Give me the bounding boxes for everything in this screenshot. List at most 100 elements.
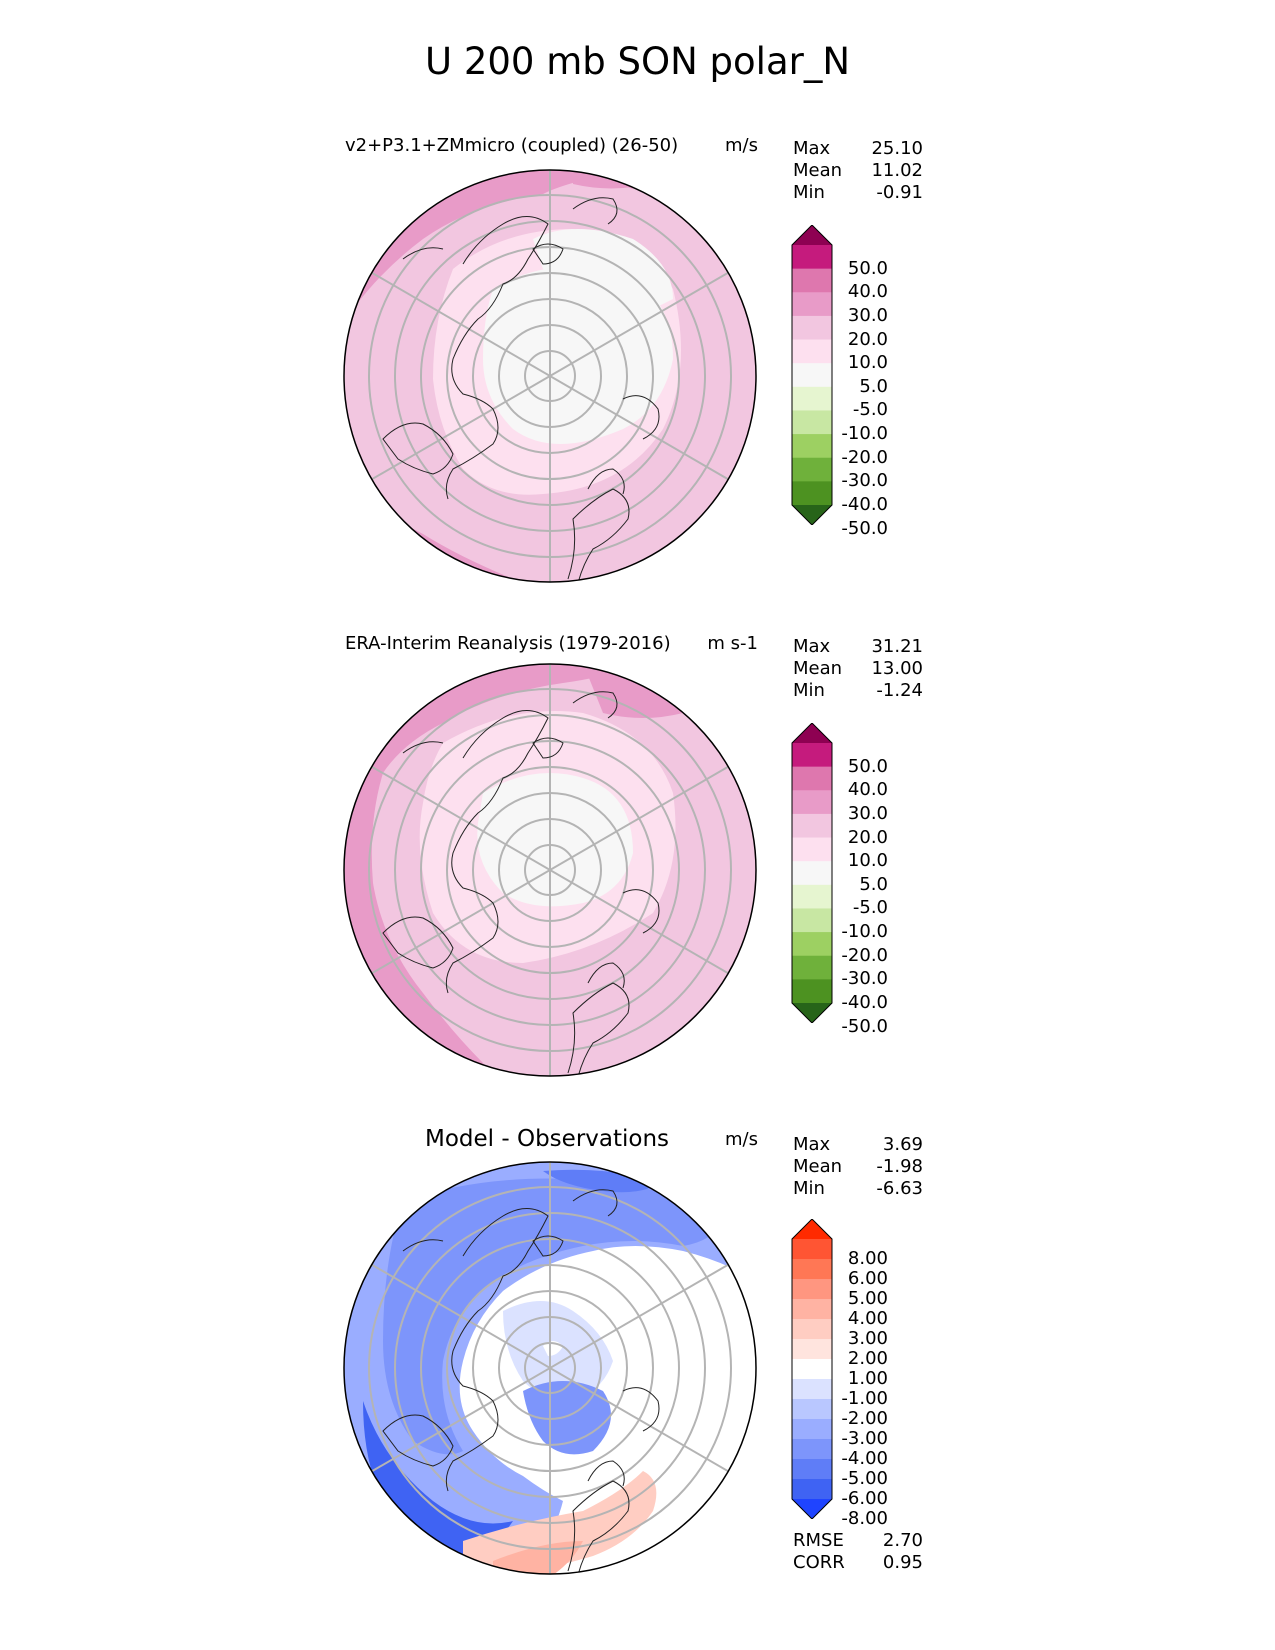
- colorbar-tick-label: -50.0: [841, 1015, 888, 1037]
- colorbar-tick-label: 30.0: [847, 304, 888, 326]
- colorbar-tick-label: -4.00: [841, 1448, 888, 1469]
- colorbar-segment: [792, 813, 832, 839]
- colorbar-segment: [792, 481, 832, 506]
- colorbar-segment: [792, 1299, 832, 1320]
- colorbar-segment: [792, 434, 832, 459]
- panel-model: v2+P3.1+ZMmicro (coupled) (26-50) m/s: [0, 130, 1275, 610]
- colorbar-segment: [792, 386, 832, 411]
- metric-label: CORR: [793, 1552, 845, 1573]
- colorbar-segment: [792, 457, 832, 482]
- colorbar-segment: [792, 292, 832, 317]
- colorbar-tick-label: -20.0: [841, 944, 888, 966]
- colorbar-segment: [792, 1279, 832, 1300]
- colorbar-segment: [792, 1399, 832, 1420]
- stat-label: Max: [793, 1134, 831, 1155]
- colorbar-tick-label: -5.00: [841, 1468, 888, 1489]
- colorbar-segment: [792, 1359, 832, 1380]
- polar-map-observations: [343, 663, 757, 1077]
- colorbar-tick-label: 4.00: [847, 1308, 888, 1329]
- polar-map-difference: [343, 1161, 757, 1575]
- colorbar-tick-label: -10.0: [841, 423, 888, 445]
- colorbar-tick-label: 30.0: [847, 802, 888, 824]
- colorbar-segment: [792, 884, 832, 909]
- stat-value: -1.98: [876, 1156, 923, 1177]
- colorbar-tick-label: 6.00: [847, 1268, 888, 1289]
- colorbar-segment: [792, 315, 832, 341]
- panel-units: m s-1: [707, 633, 758, 654]
- colorbar-segment: [792, 1459, 832, 1480]
- colorbar-tick-label: -2.00: [841, 1408, 888, 1429]
- colorbar-tick-label: 10.0: [847, 850, 888, 872]
- colorbar-segment: [792, 1379, 832, 1400]
- colorbar-segment: [792, 932, 832, 957]
- stat-value: -1.24: [876, 680, 923, 701]
- panel-units: m/s: [725, 135, 758, 156]
- stat-value: 31.21: [871, 636, 923, 657]
- colorbar-segment: [792, 505, 832, 525]
- stat-value: -6.63: [876, 1178, 923, 1199]
- colorbar-tick-label: 2.00: [847, 1348, 888, 1369]
- colorbar-tick-label: -5.0: [852, 897, 888, 919]
- colorbar-segment: [792, 1003, 832, 1023]
- colorbar-segment: [792, 410, 832, 435]
- colorbar-outline: [791, 225, 833, 525]
- stat-value: 25.10: [871, 138, 923, 159]
- stat-label: Mean: [793, 1156, 843, 1177]
- colorbar-tick-label: 3.00: [847, 1328, 888, 1349]
- stat-label: Mean: [793, 658, 843, 679]
- colorbar-tick-label: -10.0: [841, 921, 888, 943]
- colorbar-segment: [792, 861, 832, 886]
- panel-difference: Model - Observations m/s: [0, 1126, 1275, 1646]
- stats-box: Max 31.21 Mean 13.00 Min -1.24: [793, 636, 923, 702]
- colorbar-tick-label: -20.0: [841, 446, 888, 468]
- metrics-box: RMSE 2.70 CORR 0.95: [793, 1530, 923, 1574]
- panel-title: Model - Observations: [425, 1126, 670, 1152]
- colorbar-tick-label: 20.0: [847, 328, 888, 350]
- colorbar-segment: [792, 1259, 832, 1280]
- colorbar-segment: [792, 955, 832, 980]
- colorbar-tick-label: -30.0: [841, 470, 888, 492]
- colorbar-tick-label: -50.0: [841, 517, 888, 539]
- colorbar-segment: [792, 1439, 832, 1460]
- stat-label: Max: [793, 636, 831, 657]
- colorbar-tick-label: -30.0: [841, 968, 888, 990]
- colorbar-segment: [792, 743, 832, 768]
- stat-label: Mean: [793, 160, 843, 181]
- colorbar-tick-label: 1.00: [847, 1368, 888, 1389]
- colorbar-segment: [792, 268, 832, 293]
- colorbar-tick-label: 50.0: [847, 755, 888, 777]
- metric-value: 2.70: [882, 1530, 923, 1551]
- stat-value: 13.00: [871, 658, 923, 679]
- colorbar-segment: [792, 1419, 832, 1440]
- colorbar-segment: [792, 1339, 832, 1360]
- panel-observations: ERA-Interim Reanalysis (1979-2016) m s-1: [0, 628, 1275, 1108]
- colorbar-tick-label: 8.00: [847, 1248, 888, 1269]
- figure-title: U 200 mb SON polar_N: [424, 40, 851, 83]
- stat-label: Min: [793, 182, 825, 203]
- colorbar-tick-label: 40.0: [847, 281, 888, 303]
- colorbar-segment: [792, 245, 832, 270]
- colorbar-segment: [792, 225, 832, 245]
- metric-value: 0.95: [882, 1552, 923, 1573]
- colorbar-segment: [792, 1239, 832, 1260]
- colorbar: [791, 225, 833, 525]
- colorbar-segment: [792, 363, 832, 388]
- colorbar-segment: [792, 766, 832, 791]
- panel-title: ERA-Interim Reanalysis (1979-2016): [345, 633, 671, 654]
- colorbar-segment: [792, 837, 832, 862]
- colorbar-segment: [792, 339, 832, 364]
- panel-units: m/s: [725, 1129, 758, 1150]
- colorbar-tick-label: 5.0: [859, 375, 888, 397]
- colorbar-segment: [792, 1319, 832, 1340]
- stats-box: Max 25.10 Mean 11.02 Min -0.91: [793, 138, 923, 204]
- colorbar-segment: [792, 1499, 832, 1519]
- stat-label: Max: [793, 138, 831, 159]
- stat-value: 11.02: [871, 160, 923, 181]
- stats-box: Max 3.69 Mean -1.98 Min -6.63: [793, 1134, 923, 1200]
- colorbar-segment: [792, 908, 832, 933]
- colorbar-tick-label: -5.0: [852, 399, 888, 421]
- colorbar-tick-label: 10.0: [847, 352, 888, 374]
- colorbar-segment: [792, 790, 832, 815]
- colorbar-tick-label: 50.0: [847, 257, 888, 279]
- stat-label: Min: [793, 680, 825, 701]
